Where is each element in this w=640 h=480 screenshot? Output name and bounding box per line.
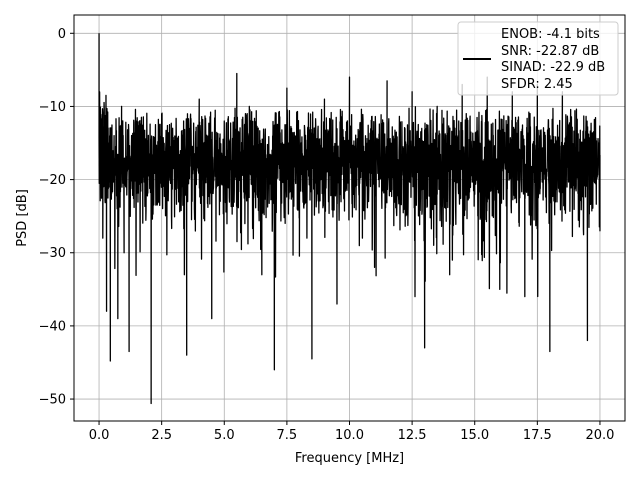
legend: ENOB: -4.1 bits SNR: -22.87 dB SINAD: -2… [457, 21, 619, 96]
ticks: 0.0 2.5 5.0 7.5 10.0 12.5 15.0 17.5 20.0 0 −10 −20 −… [39, 27, 615, 443]
x-tick-label: 17.5 [523, 428, 552, 443]
x-tick-label: 15.0 [460, 428, 489, 443]
x-tick-label: 20.0 [585, 428, 614, 443]
x-axis-label: Frequency [MHz] [295, 451, 404, 466]
x-tick-label: 7.5 [277, 428, 298, 443]
legend-entry-snr: SNR: -22.87 dB [501, 44, 599, 59]
legend-box [457, 21, 619, 96]
y-tick-label: −40 [39, 319, 66, 334]
y-tick-label: 0 [58, 27, 66, 42]
legend-entry-sfdr: SFDR: 2.45 [501, 77, 573, 92]
series-group [98, 33, 601, 405]
y-axis-label: PSD [dB] [15, 189, 30, 247]
x-tick-label: 0.0 [89, 428, 110, 443]
legend-entry-sinad: SINAD: -22.9 dB [501, 60, 605, 75]
x-tick-label: 5.0 [214, 428, 235, 443]
legend-entry-enob: ENOB: -4.1 bits [501, 27, 600, 42]
x-tick-label: 2.5 [151, 428, 172, 443]
psd-series-line [98, 33, 601, 405]
y-tick-label: −30 [39, 246, 66, 261]
x-tick-label: 12.5 [398, 428, 427, 443]
y-tick-label: −50 [39, 393, 66, 408]
x-tick-label: 10.0 [335, 428, 364, 443]
y-tick-label: −10 [39, 100, 66, 115]
y-tick-label: −20 [39, 173, 66, 188]
